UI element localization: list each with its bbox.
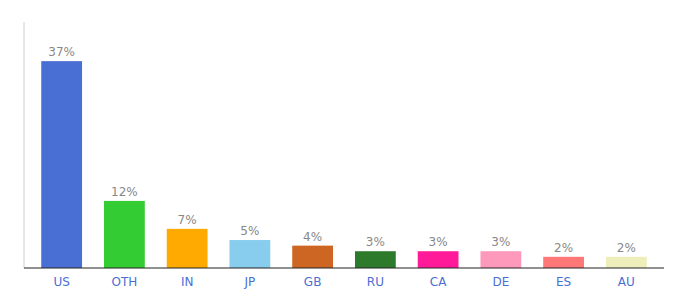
x-tick-label: DE [492, 275, 509, 289]
data-label: 2% [617, 241, 636, 255]
bar [292, 246, 333, 268]
bar [229, 240, 270, 268]
data-label: 2% [554, 241, 573, 255]
x-tick-labels: US OTH IN JP GB RU CA DE ES AU [53, 275, 634, 289]
x-tick-label: ES [556, 275, 571, 289]
x-tick-label: OTH [111, 275, 137, 289]
x-tick-label: CA [430, 275, 447, 289]
data-label: 4% [303, 230, 322, 244]
data-label: 37% [48, 45, 75, 59]
x-tick-label: AU [618, 275, 635, 289]
bar [480, 251, 521, 268]
x-tick-label: IN [181, 275, 194, 289]
data-label: 12% [111, 185, 138, 199]
bar [543, 257, 584, 268]
bar [355, 251, 396, 268]
x-axis-line [24, 267, 664, 268]
y-axis-line [24, 22, 25, 268]
data-label: 3% [491, 235, 510, 249]
bar [104, 201, 145, 268]
data-label: 3% [429, 235, 448, 249]
bar [167, 229, 208, 268]
bars [41, 61, 646, 268]
data-label: 5% [240, 224, 259, 238]
chart-svg: 37% 12% 7% 5% 4% 3% 3% 3% 2% 2% US OTH IN JP GB RU CA DE E… [0, 0, 680, 300]
x-tick-label: GB [304, 275, 322, 289]
x-tick-label: RU [367, 275, 384, 289]
x-tick-label: JP [243, 275, 255, 289]
bar [418, 251, 459, 268]
chart-container: 37% 12% 7% 5% 4% 3% 3% 3% 2% 2% US OTH IN JP GB RU CA DE E… [0, 0, 680, 300]
data-label: 3% [366, 235, 385, 249]
bar [606, 257, 647, 268]
data-label: 7% [178, 213, 197, 227]
page: {"chart_data": {"type": "bar", "categori… [0, 0, 680, 300]
x-tick-label: US [53, 275, 69, 289]
bar [41, 61, 82, 268]
data-labels: 37% 12% 7% 5% 4% 3% 3% 3% 2% 2% [48, 45, 636, 255]
